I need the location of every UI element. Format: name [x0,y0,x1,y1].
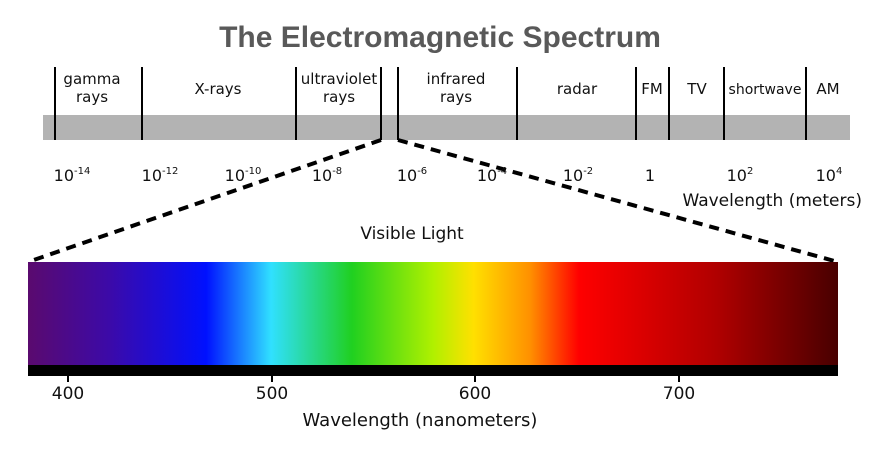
band-label: X-rays [195,80,242,98]
zoom-line [397,138,839,264]
axis-label: Wavelength (meters) [682,191,862,211]
wavelength-exponent: -10 [245,166,261,177]
wavelength-label: 10-14 [54,166,91,185]
band-label: infrared [427,70,486,88]
dividers [54,67,807,140]
wavelength-exponent: 2 [747,166,753,177]
wavelength-exponent: -14 [74,166,90,177]
wavelength-label: 104 [816,166,843,185]
wavelength-base: 10 [563,166,583,185]
visible-axis-bar [28,365,838,376]
wavelength-exponent: 4 [836,166,842,177]
wavelength-exponent: -6 [417,166,427,177]
wavelength-base: 10 [397,166,417,185]
axis-label: Wavelength (nanometers) [303,410,538,431]
title: The Electromagnetic Spectrum [219,21,661,54]
tick-label: 600 [459,384,491,404]
wavelength-base: 10 [477,166,497,185]
wavelength-label: 10-2 [563,166,593,185]
zoom-line [27,138,382,264]
band-label: rays [323,88,355,106]
wavelength-base: 10 [225,166,245,185]
tick-label: 500 [256,384,288,404]
wavelength-exponent: -12 [162,166,178,177]
band-label: gamma [63,70,120,88]
wavelength-label: 10-8 [312,166,342,185]
wavelength-exponent: -2 [583,166,593,177]
wavelength-label: 10-6 [397,166,427,185]
band-label: rays [76,88,108,106]
band-label: ultraviolet [301,70,378,88]
visible-title: Visible Light [360,224,464,244]
wavelength-label: 102 [727,166,754,185]
band-label: shortwave [729,82,802,98]
band-label: AM [816,80,839,98]
tick-label: 400 [52,384,84,404]
visible-spectrum [28,262,838,365]
wavelength-label: 10-10 [225,166,262,185]
wavelength-exponent: -4 [497,166,507,177]
band-label: TV [686,80,707,98]
wavelength-base: 10 [727,166,747,185]
wavelength-base: 10 [54,166,74,185]
band-label: radar [557,80,598,98]
wavelength-base: 10 [312,166,332,185]
wavelength-base: 10 [816,166,836,185]
spectrum-bar [43,115,850,140]
wavelength-base: 10 [142,166,162,185]
wavelength-label: 1 [645,166,655,185]
band-label: rays [440,88,472,106]
tick-label: 700 [663,384,695,404]
wavelength-exponent: -8 [332,166,342,177]
wavelength-label: 10-12 [142,166,179,185]
wavelength-label: 10-4 [477,166,507,185]
band-label: FM [641,80,663,98]
wavelength-base: 1 [645,166,655,185]
